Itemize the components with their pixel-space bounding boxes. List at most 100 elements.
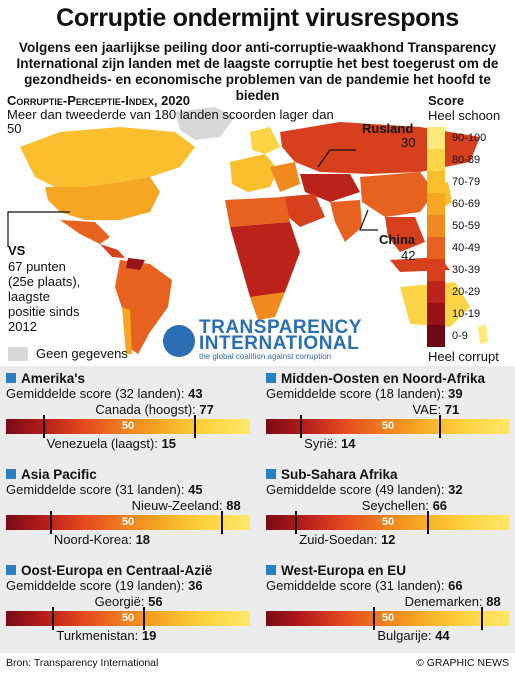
region-score-bar: 50 — [6, 415, 250, 438]
legend-band-label: 10-19 — [452, 308, 481, 320]
ti-tagline: the global coalition against corruption — [199, 352, 332, 361]
legend-band-label: 40-49 — [452, 242, 481, 254]
no-data-swatch — [8, 346, 28, 361]
region-average-value: 66 — [448, 578, 463, 593]
region-max: Georgië: 56 — [6, 594, 163, 610]
region-average-label: Gemiddelde score (18 landen): — [266, 386, 445, 401]
region-min-value: 19 — [141, 628, 157, 643]
region-bullet-icon — [6, 373, 16, 383]
region-min: Venezuela (laagst): 15 — [6, 436, 256, 452]
region-max: VAE: 71 — [266, 402, 459, 418]
no-data-legend: Geen gegevens — [8, 346, 128, 361]
region-average: Gemiddelde score (49 landen): 32 — [266, 482, 515, 498]
region-min-label: Zuid-Soedan: — [299, 532, 378, 547]
region-min-value: 12 — [380, 532, 396, 547]
legend-swatch — [427, 281, 445, 303]
legend-swatch — [427, 193, 445, 215]
region-average: Gemiddelde score (31 landen): 45 — [6, 482, 256, 498]
region-min-tick — [42, 415, 45, 438]
region-name: Midden-Oosten en Noord-Afrika — [281, 370, 486, 386]
region-min-value: 15 — [161, 436, 176, 451]
ti-logo-icon — [163, 325, 195, 357]
ti-name-1: TRANSPARENCY — [199, 317, 362, 338]
region-heading: Oost-Europa en Centraal-Azië — [6, 562, 256, 578]
region-max: Nieuw-Zeeland: 88 — [6, 498, 241, 514]
region-max-label: Seychellen: — [361, 498, 429, 513]
region-min: Noord-Korea: 18 — [6, 532, 256, 548]
rusland-score: 30 — [401, 135, 416, 150]
region-max-tick — [142, 607, 145, 630]
region-max-label: Nieuw-Zeeland: — [131, 498, 223, 513]
vs-label: VS — [8, 243, 26, 258]
map-central-america — [100, 244, 125, 258]
region-heading: West-Europa en EU — [266, 562, 515, 578]
region-card: Amerika's Gemiddelde score (32 landen): 4… — [6, 370, 256, 465]
region-average-label: Gemiddelde score (49 landen): — [266, 482, 445, 497]
region-min-label: Venezuela (laagst): — [46, 436, 158, 451]
world-map — [7, 107, 488, 354]
region-max-label: VAE: — [412, 402, 442, 417]
region-max-value: 56 — [148, 594, 163, 609]
legend-band-label: 30-39 — [452, 264, 481, 276]
region-max: Canada (hoogst): 77 — [6, 402, 214, 418]
region-score-bar: 50 — [266, 511, 510, 534]
region-max-tick — [220, 511, 223, 534]
region-score-bar: 50 — [6, 511, 250, 534]
map-usa — [45, 177, 160, 220]
region-max-value: 88 — [486, 594, 501, 609]
region-bullet-icon — [6, 469, 16, 479]
map-india — [330, 200, 362, 242]
region-min: Zuid-Soedan: 12 — [266, 532, 515, 548]
region-max: Denemarken: 88 — [266, 594, 501, 610]
vs-callout-line — [7, 211, 70, 247]
region-max-value: 77 — [199, 402, 214, 417]
region-average-label: Gemiddelde score (31 landen): — [266, 578, 445, 593]
region-max-value: 66 — [432, 498, 448, 513]
rusland-label: Rusland — [362, 121, 414, 136]
region-heading: Asia Pacific — [6, 466, 256, 482]
region-heading: Sub-Sahara Afrika — [266, 466, 515, 482]
region-max-label: Canada (hoogst): — [95, 402, 196, 417]
region-bullet-icon — [266, 373, 276, 383]
region-fifty-mark: 50 — [381, 420, 395, 432]
region-average-value: 43 — [188, 386, 203, 401]
map-middle-east — [280, 194, 325, 227]
region-name: West-Europa en EU — [281, 562, 407, 578]
region-name: Sub-Sahara Afrika — [281, 466, 398, 482]
no-data-label: Geen gegevens — [36, 346, 128, 361]
legend-swatch — [427, 303, 445, 325]
china-score: 42 — [401, 248, 416, 263]
region-max-value: 88 — [226, 498, 241, 513]
region-fifty-mark: 50 — [121, 612, 135, 624]
region-score-bar: 50 — [266, 415, 510, 438]
map-europe-east — [270, 162, 300, 192]
region-average-label: Gemiddelde score (19 landen): — [6, 578, 185, 593]
region-card: West-Europa en EU Gemiddelde score (31 la… — [266, 562, 515, 657]
region-average-value: 39 — [448, 386, 463, 401]
region-min-label: Bulgarije: — [377, 628, 432, 643]
region-max-value: 71 — [444, 402, 460, 417]
region-min: Turkmenistan: 19 — [6, 628, 256, 644]
china-label: China — [379, 232, 416, 247]
region-min-label: Noord-Korea: — [53, 532, 132, 547]
region-min-tick — [295, 511, 298, 534]
region-max-tick — [480, 607, 483, 630]
map-title: Corruptie-Perceptie-Index, 2020 — [7, 93, 190, 108]
map-venezuela — [126, 258, 145, 270]
region-average: Gemiddelde score (32 landen): 43 — [6, 386, 256, 402]
region-score-bar: 50 — [266, 607, 510, 630]
legend-color-bar — [427, 127, 445, 347]
region-max-label: Denemarken: — [404, 594, 483, 609]
region-min-value: 44 — [435, 628, 450, 643]
legend-band-label: 80-89 — [452, 154, 481, 166]
region-min-tick — [373, 607, 376, 630]
region-average-label: Gemiddelde score (31 landen): — [6, 482, 185, 497]
region-average-value: 36 — [188, 578, 203, 593]
map-scandinavia — [250, 127, 280, 154]
rusland-callout-line — [317, 149, 356, 168]
map-greenland — [175, 107, 235, 140]
legend-labels: 90-100 80-89 70-79 60-69 50-59 40-49 30-39 20-2… — [452, 127, 486, 347]
region-average-label: Gemiddelde score (32 landen): — [6, 386, 185, 401]
region-average: Gemiddelde score (31 landen): 66 — [266, 578, 515, 594]
source-note: Bron: Transparency International — [6, 657, 159, 669]
